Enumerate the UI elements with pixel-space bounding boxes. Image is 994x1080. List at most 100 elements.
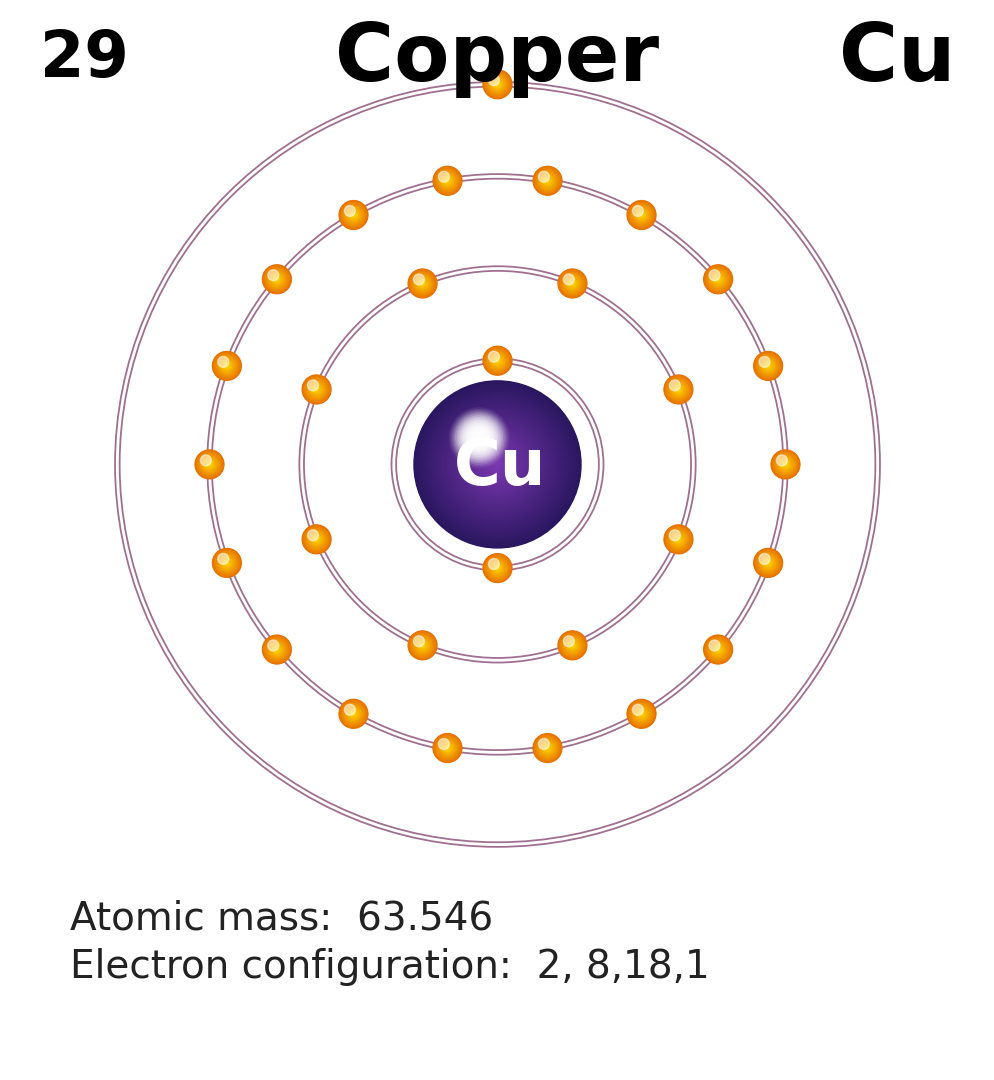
Circle shape <box>759 555 775 570</box>
Circle shape <box>302 375 331 404</box>
Circle shape <box>468 435 526 494</box>
Circle shape <box>432 166 461 195</box>
Circle shape <box>762 361 772 370</box>
Circle shape <box>272 275 281 284</box>
Circle shape <box>633 207 648 222</box>
Circle shape <box>200 455 219 474</box>
Circle shape <box>756 552 778 573</box>
Text: Atomic mass:  63.546: Atomic mass: 63.546 <box>70 899 492 937</box>
Circle shape <box>705 267 730 292</box>
Circle shape <box>782 462 787 467</box>
Circle shape <box>208 462 211 467</box>
Circle shape <box>632 205 643 216</box>
Circle shape <box>490 457 504 472</box>
Circle shape <box>566 638 579 652</box>
Circle shape <box>710 271 725 287</box>
Circle shape <box>708 269 728 289</box>
Circle shape <box>671 382 685 396</box>
Circle shape <box>494 81 500 87</box>
Circle shape <box>675 537 680 542</box>
Circle shape <box>634 707 647 720</box>
Circle shape <box>760 556 774 569</box>
Circle shape <box>633 705 649 723</box>
Circle shape <box>224 559 230 566</box>
Circle shape <box>543 176 552 185</box>
Circle shape <box>704 266 731 293</box>
Circle shape <box>761 360 773 373</box>
Circle shape <box>310 534 322 545</box>
Circle shape <box>222 558 232 568</box>
Circle shape <box>344 205 363 225</box>
Circle shape <box>445 746 448 750</box>
Circle shape <box>485 453 509 476</box>
Circle shape <box>483 554 511 582</box>
Circle shape <box>755 354 779 377</box>
Circle shape <box>634 707 647 720</box>
Circle shape <box>213 351 241 380</box>
Circle shape <box>490 78 504 91</box>
Circle shape <box>415 278 428 289</box>
Circle shape <box>437 738 457 758</box>
Circle shape <box>340 202 366 228</box>
Circle shape <box>539 740 555 756</box>
Circle shape <box>638 712 643 716</box>
Circle shape <box>418 642 425 649</box>
Circle shape <box>486 350 508 372</box>
Circle shape <box>413 274 431 293</box>
Circle shape <box>713 274 723 284</box>
Circle shape <box>309 532 323 546</box>
Circle shape <box>636 211 645 219</box>
Circle shape <box>343 205 363 225</box>
Circle shape <box>217 355 237 376</box>
Circle shape <box>546 179 549 183</box>
Text: Electron configuration:  2, 8,18,1: Electron configuration: 2, 8,18,1 <box>70 947 709 986</box>
Text: Cu: Cu <box>838 21 954 98</box>
Circle shape <box>440 174 454 188</box>
Circle shape <box>448 416 546 513</box>
Circle shape <box>461 420 496 455</box>
Circle shape <box>418 642 426 649</box>
Circle shape <box>488 75 499 85</box>
Circle shape <box>267 270 286 288</box>
Circle shape <box>313 387 319 392</box>
Circle shape <box>265 268 288 291</box>
Circle shape <box>713 645 722 653</box>
Circle shape <box>762 558 772 568</box>
Circle shape <box>568 280 576 287</box>
Circle shape <box>352 214 354 216</box>
Circle shape <box>559 270 585 297</box>
Circle shape <box>629 702 653 726</box>
Circle shape <box>428 395 566 534</box>
Circle shape <box>218 553 229 565</box>
Circle shape <box>766 562 768 565</box>
Circle shape <box>765 364 769 368</box>
Circle shape <box>347 708 359 719</box>
Circle shape <box>346 706 361 721</box>
Circle shape <box>492 564 502 572</box>
Circle shape <box>309 382 323 396</box>
Circle shape <box>414 637 430 654</box>
Circle shape <box>339 201 367 229</box>
Circle shape <box>569 281 575 286</box>
Circle shape <box>538 739 549 750</box>
Circle shape <box>267 640 285 659</box>
Circle shape <box>542 743 553 754</box>
Circle shape <box>436 171 457 191</box>
Circle shape <box>198 454 221 475</box>
Circle shape <box>712 273 724 285</box>
Circle shape <box>341 203 365 227</box>
Circle shape <box>495 566 499 570</box>
Circle shape <box>341 202 366 228</box>
Circle shape <box>640 214 642 216</box>
Circle shape <box>436 738 457 758</box>
Circle shape <box>715 647 720 652</box>
Circle shape <box>419 387 575 542</box>
Circle shape <box>435 403 559 526</box>
Circle shape <box>705 637 730 662</box>
Circle shape <box>562 273 582 294</box>
Circle shape <box>217 553 237 573</box>
Circle shape <box>569 642 576 649</box>
Circle shape <box>675 387 681 392</box>
Circle shape <box>671 532 685 546</box>
Circle shape <box>627 701 654 727</box>
